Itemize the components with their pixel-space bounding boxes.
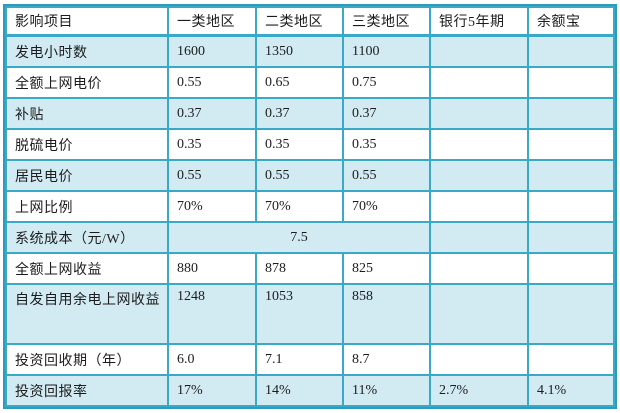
cell xyxy=(431,99,527,128)
cell xyxy=(529,345,613,374)
cell xyxy=(529,37,613,66)
cell: 0.35 xyxy=(169,130,255,159)
column-header-bank5yr: 银行5年期 xyxy=(431,8,527,35)
column-header-region1: 一类地区 xyxy=(169,8,255,35)
table-row-subsidy: 补贴 0.37 0.37 0.37 xyxy=(7,99,613,128)
cell: 70% xyxy=(257,192,342,221)
cell: 0.35 xyxy=(344,130,429,159)
cell xyxy=(431,68,527,97)
cell: 6.0 xyxy=(169,345,255,374)
row-label: 补贴 xyxy=(7,99,167,128)
row-label: 上网比例 xyxy=(7,192,167,221)
cell: 14% xyxy=(257,376,342,405)
table-row-self-use-income: 自发自用余电上网收益 1248 1053 858 xyxy=(7,285,613,343)
table-row-payback-period: 投资回收期（年） 6.0 7.1 8.7 xyxy=(7,345,613,374)
table-row-full-grid-price: 全额上网电价 0.55 0.65 0.75 xyxy=(7,68,613,97)
table-row-desulfurized-price: 脱硫电价 0.35 0.35 0.35 xyxy=(7,130,613,159)
cell: 17% xyxy=(169,376,255,405)
cell: 0.65 xyxy=(257,68,342,97)
cell: 1248 xyxy=(169,285,255,343)
row-label: 居民电价 xyxy=(7,161,167,190)
row-label: 脱硫电价 xyxy=(7,130,167,159)
table-row-full-grid-income: 全额上网收益 880 878 825 xyxy=(7,254,613,283)
cell-merged-system-cost: 7.5 xyxy=(169,223,429,252)
cell xyxy=(529,254,613,283)
cell xyxy=(529,99,613,128)
row-label: 发电小时数 xyxy=(7,37,167,66)
cell: 858 xyxy=(344,285,429,343)
cell: 11% xyxy=(344,376,429,405)
table-row-residential-price: 居民电价 0.55 0.55 0.55 xyxy=(7,161,613,190)
table-row-return-rate: 投资回报率 17% 14% 11% 2.7% 4.1% xyxy=(7,376,613,405)
cell: 1600 xyxy=(169,37,255,66)
cell xyxy=(431,254,527,283)
column-header-yuebao: 余额宝 xyxy=(529,8,613,35)
cell: 70% xyxy=(344,192,429,221)
cell xyxy=(431,345,527,374)
cell: 0.55 xyxy=(169,161,255,190)
cell: 0.37 xyxy=(257,99,342,128)
row-label: 自发自用余电上网收益 xyxy=(7,285,167,343)
cell: 0.35 xyxy=(257,130,342,159)
row-label: 投资回报率 xyxy=(7,376,167,405)
column-header-item: 影响项目 xyxy=(7,8,167,35)
cell xyxy=(529,223,613,252)
cell xyxy=(529,130,613,159)
cell: 4.1% xyxy=(529,376,613,405)
column-header-region3: 三类地区 xyxy=(344,8,429,35)
cell: 2.7% xyxy=(431,376,527,405)
table-container: 影响项目 一类地区 二类地区 三类地区 银行5年期 余额宝 发电小时数 1600… xyxy=(3,4,617,409)
cell: 1053 xyxy=(257,285,342,343)
cell: 0.55 xyxy=(169,68,255,97)
cell: 70% xyxy=(169,192,255,221)
cell: 1350 xyxy=(257,37,342,66)
cell: 0.55 xyxy=(257,161,342,190)
table-row-generation-hours: 发电小时数 1600 1350 1100 xyxy=(7,37,613,66)
cell xyxy=(431,285,527,343)
cell xyxy=(529,192,613,221)
cell: 0.75 xyxy=(344,68,429,97)
row-label: 投资回收期（年） xyxy=(7,345,167,374)
table-row-grid-ratio: 上网比例 70% 70% 70% xyxy=(7,192,613,221)
cell xyxy=(529,285,613,343)
cell xyxy=(431,37,527,66)
cell: 0.37 xyxy=(169,99,255,128)
cell: 880 xyxy=(169,254,255,283)
row-label: 全额上网电价 xyxy=(7,68,167,97)
cell: 0.37 xyxy=(344,99,429,128)
cell xyxy=(431,130,527,159)
cell: 0.55 xyxy=(344,161,429,190)
cell xyxy=(431,223,527,252)
table-row-system-cost: 系统成本（元/W） 7.5 xyxy=(7,223,613,252)
row-label: 系统成本（元/W） xyxy=(7,223,167,252)
cell: 825 xyxy=(344,254,429,283)
cell xyxy=(529,68,613,97)
cell: 878 xyxy=(257,254,342,283)
cell xyxy=(431,161,527,190)
cell xyxy=(529,161,613,190)
column-header-region2: 二类地区 xyxy=(257,8,342,35)
header-row: 影响项目 一类地区 二类地区 三类地区 银行5年期 余额宝 xyxy=(7,8,613,35)
cell: 8.7 xyxy=(344,345,429,374)
row-label: 全额上网收益 xyxy=(7,254,167,283)
cell: 1100 xyxy=(344,37,429,66)
cell xyxy=(431,192,527,221)
cell: 7.1 xyxy=(257,345,342,374)
investment-return-table: 影响项目 一类地区 二类地区 三类地区 银行5年期 余额宝 发电小时数 1600… xyxy=(3,4,617,409)
